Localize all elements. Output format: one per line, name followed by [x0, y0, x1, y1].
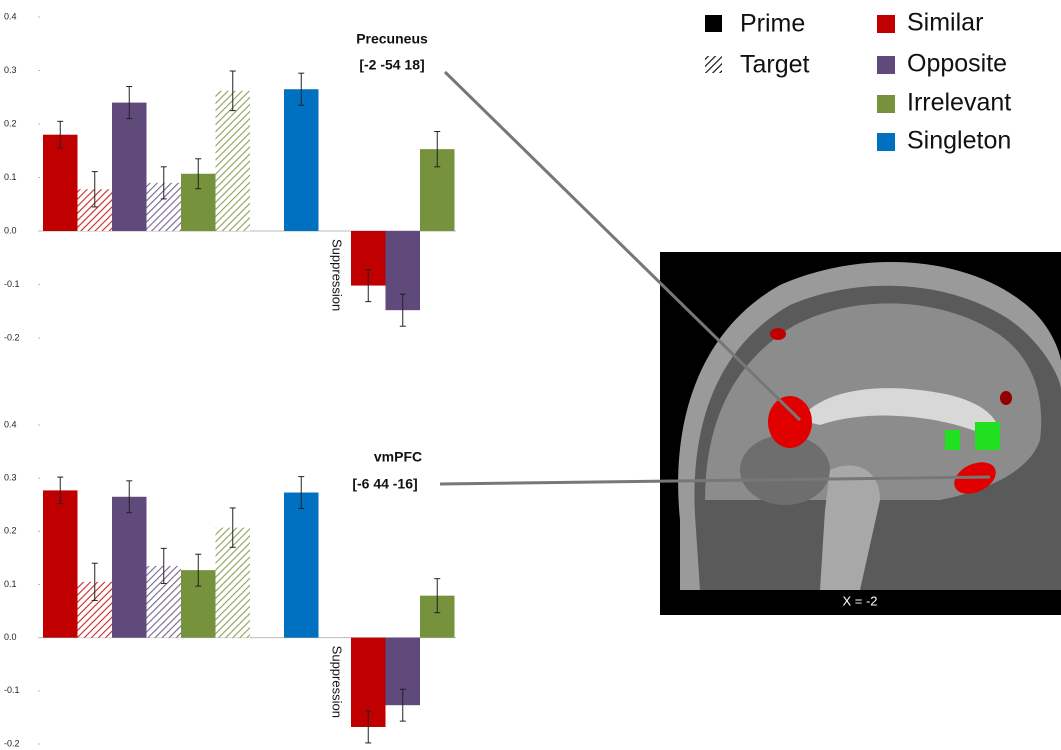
legend-label: Singleton	[907, 127, 1011, 155]
region-label: vmPFC	[374, 449, 422, 465]
error-bar	[57, 476, 64, 505]
legend-label: Similar	[907, 9, 983, 37]
error-bar	[229, 70, 236, 112]
y-tick-label: -0.1	[4, 685, 20, 695]
bar	[284, 492, 319, 638]
suppression-label: Suppression	[330, 239, 345, 311]
y-tick-label: -0.1	[4, 279, 20, 289]
y-tick-label: 0.4	[4, 11, 17, 21]
error-bar	[434, 578, 441, 614]
y-tick-label: 0.3	[4, 473, 17, 483]
bar	[284, 89, 319, 231]
error-bar	[126, 86, 133, 120]
bar	[112, 496, 147, 638]
y-tick-label: -0.2	[4, 332, 20, 342]
error-bar	[399, 293, 406, 327]
legend-label: Opposite	[907, 50, 1007, 78]
legend-label: Target	[740, 51, 810, 79]
error-bar	[298, 72, 305, 106]
error-bar	[229, 507, 236, 548]
bar	[43, 134, 78, 231]
legend-swatch	[877, 56, 895, 74]
error-bar	[160, 547, 167, 584]
legend: Similar Opposite Irrelevant Singleton	[877, 9, 1011, 155]
y-tick-label: 0.0	[4, 225, 17, 235]
region-coords: [-2 -54 18]	[359, 57, 424, 73]
error-bar	[298, 476, 305, 509]
error-bar	[91, 562, 98, 601]
bar	[112, 102, 147, 231]
suppression-label: Suppression	[330, 646, 345, 718]
legend-label: Irrelevant	[907, 89, 1011, 117]
error-bar	[160, 166, 167, 200]
legend-swatch	[877, 15, 895, 33]
connector	[439, 475, 991, 486]
y-tick-label: 0.3	[4, 65, 17, 75]
region-label: Precuneus	[356, 31, 428, 47]
legend-swatch	[705, 56, 722, 73]
brain-image	[660, 252, 1061, 615]
legend-swatch	[877, 133, 895, 151]
legend-label: Prime	[740, 10, 805, 38]
y-tick-label: 0.0	[4, 632, 17, 642]
y-tick-label: 0.4	[4, 419, 17, 429]
legend-swatch	[877, 95, 895, 113]
error-bar	[399, 688, 406, 722]
error-bar	[365, 710, 372, 744]
error-bar	[195, 553, 202, 587]
charts: -0.2 -0.1 0.0 0.1 0.2 0.3 0.4 Suppression Precun…	[4, 11, 456, 748]
error-bar	[126, 480, 133, 514]
y-tick-label: 0.1	[4, 579, 17, 589]
bar	[43, 490, 78, 638]
image-caption: X = -2	[842, 593, 877, 608]
region-coords: [-6 44 -16]	[352, 476, 417, 492]
y-tick-label: 0.1	[4, 172, 17, 182]
error-bar	[365, 269, 372, 303]
y-tick-label: -0.2	[4, 738, 20, 748]
error-bar	[57, 120, 64, 149]
legend-swatch	[705, 15, 722, 32]
y-tick-label: 0.2	[4, 526, 17, 536]
error-bar	[91, 171, 98, 208]
error-bar	[434, 130, 441, 168]
connector	[443, 70, 802, 422]
bar	[215, 90, 250, 231]
error-bar	[195, 158, 202, 190]
y-tick-label: 0.2	[4, 118, 17, 128]
